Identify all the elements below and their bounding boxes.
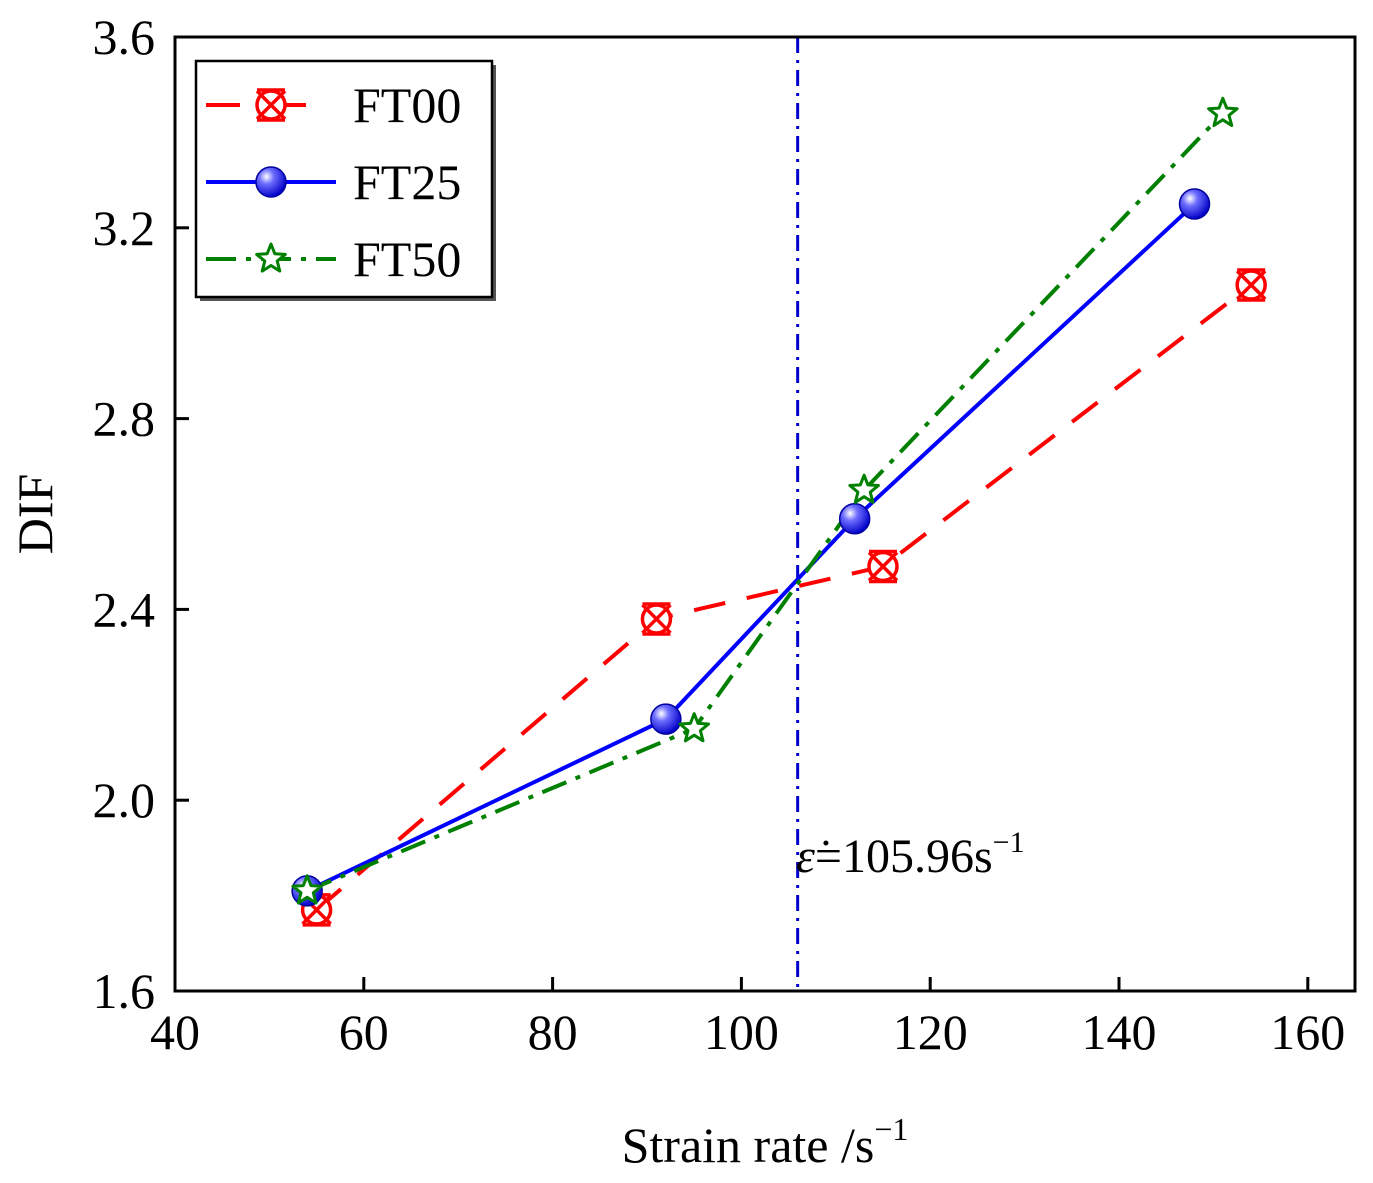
- y-tick-label: 2.8: [93, 391, 156, 447]
- y-tick-label: 2.4: [93, 581, 156, 637]
- x-axis-title-main: Strain rate /s: [622, 1117, 875, 1173]
- legend-label-ft50: FT50: [353, 231, 461, 287]
- marker-ft50-3: [848, 473, 880, 504]
- series-line-ft25: [306, 202, 1196, 893]
- annotation-sup: −1: [993, 826, 1025, 859]
- plot-frame: [173, 35, 1357, 993]
- series-markers-layer: [291, 96, 1267, 927]
- y-tick-label: 1.6: [93, 963, 156, 1019]
- marker-ft25-3: [838, 503, 871, 535]
- strain-rate-annotation: ε̇=105.96s−1: [796, 826, 1025, 883]
- x-tick-label: 160: [1270, 1004, 1345, 1060]
- y-axis-title: DIF: [7, 474, 63, 555]
- x-tick-label: 120: [893, 1004, 968, 1060]
- marker-ft50-2: [678, 712, 710, 743]
- marker-ft50-1: [291, 874, 323, 905]
- legend: FT00 FT25 FT50: [194, 59, 496, 301]
- series-line-ft00: [315, 283, 1253, 912]
- x-tick-label: 100: [704, 1004, 779, 1060]
- annotation-text: =105.96s: [815, 830, 993, 883]
- x-tick-label: 140: [1082, 1004, 1157, 1060]
- marker-ft25-4: [1178, 188, 1211, 220]
- legend-marker-ft50: [255, 242, 287, 273]
- x-tick-label: 40: [150, 1004, 200, 1060]
- x-axis-title: Strain rate /s−1: [622, 1111, 909, 1173]
- axes-layer: 40 60 80 100 120 140 160 1.6 2.0 2.4 2.8 3.2 3.6: [93, 9, 1357, 1060]
- marker-ft00-4: [1235, 268, 1267, 302]
- marker-ft25-2: [650, 703, 682, 735]
- series-lines-layer: [306, 111, 1253, 912]
- series-line-ft50: [306, 111, 1225, 893]
- legend-box: [194, 59, 494, 299]
- marker-ft00-3: [867, 549, 899, 584]
- x-tick-label: 60: [339, 1004, 389, 1060]
- marker-ft50-4: [1207, 96, 1239, 127]
- legend-marker-ft00: [255, 88, 287, 122]
- legend-marker-ft25: [255, 166, 287, 198]
- y-tick-label: 3.2: [93, 200, 156, 256]
- x-axis-title-sup: −1: [874, 1111, 908, 1147]
- legend-label-ft25: FT25: [353, 154, 461, 210]
- x-tick-label: 80: [528, 1004, 578, 1060]
- marker-ft00-2: [640, 602, 673, 636]
- y-tick-label: 2.0: [93, 772, 156, 828]
- legend-label-ft00: FT00: [353, 77, 461, 133]
- y-tick-label: 3.6: [93, 9, 156, 65]
